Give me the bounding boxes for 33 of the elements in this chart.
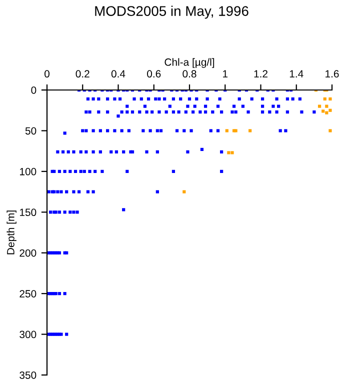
point: [328, 108, 332, 112]
point: [328, 129, 332, 132]
x-tick-label: 1.4: [290, 70, 304, 78]
y-tick-label: 200: [20, 249, 36, 257]
y-tick-label: 250: [20, 290, 36, 298]
y-tick-label: 150: [20, 208, 36, 216]
y-tick-label: 50: [25, 127, 36, 135]
point: [325, 111, 328, 114]
x-tick-label: 0.4: [111, 70, 126, 78]
point: [227, 151, 230, 154]
point: [322, 110, 325, 113]
point: [182, 190, 186, 194]
x-tick-label: 0: [44, 70, 50, 78]
y-tick-label: 100: [20, 168, 36, 176]
x-tick-label: 0.6: [147, 70, 161, 78]
x-tick-label: 1.2: [254, 70, 268, 78]
x-tick-label: 0.8: [182, 70, 196, 78]
y-axis-title: Depth [m]: [6, 210, 16, 254]
point: [225, 129, 228, 132]
y-tick-label: 350: [20, 372, 36, 379]
point: [325, 104, 328, 108]
point: [230, 151, 234, 154]
y-tick-label: 0: [31, 86, 36, 94]
x-tick-label: 1.6: [326, 70, 339, 78]
chart-title: MODS2005 in May, 1996: [95, 6, 248, 19]
point: [248, 129, 252, 132]
point: [328, 97, 332, 101]
x-tick-label: 0.2: [76, 70, 90, 78]
x-tick-label: 1: [223, 70, 228, 78]
point: [323, 97, 326, 101]
y-tick-label: 300: [20, 330, 36, 338]
point: [318, 104, 322, 108]
x-axis-title: Chl-a [µg/l]: [164, 58, 214, 68]
